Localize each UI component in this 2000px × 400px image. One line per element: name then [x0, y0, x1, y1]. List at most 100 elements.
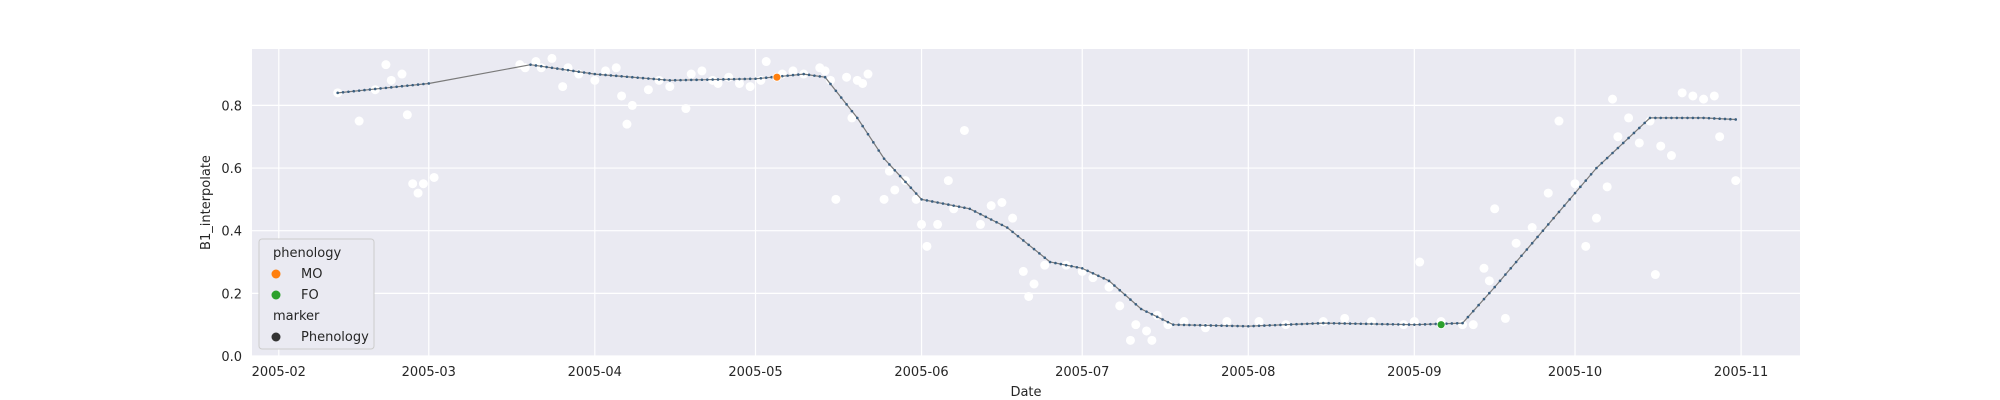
- smoothed-curve-dot: [631, 75, 634, 79]
- smoothed-curve-dot: [898, 174, 902, 178]
- smoothed-curve-dot: [352, 89, 356, 93]
- raw-observation-point: [986, 201, 996, 211]
- smoothed-curve-dot: [577, 70, 581, 74]
- smoothed-curve-dot: [1080, 266, 1084, 270]
- smoothed-curve-dot: [1300, 322, 1304, 326]
- raw-observation-point: [997, 198, 1007, 207]
- raw-observation-point: [842, 72, 852, 82]
- raw-observation-point: [1490, 204, 1500, 214]
- smoothed-curve-dot: [909, 186, 913, 190]
- smoothed-curve-dot: [1675, 116, 1679, 120]
- smoothed-curve-dot: [1729, 117, 1732, 121]
- x-tick-label: 2005-03: [402, 365, 456, 380]
- smoothed-curve-dot: [1712, 117, 1716, 120]
- raw-observation-point: [1570, 179, 1580, 189]
- smoothed-curve-dot: [625, 75, 629, 79]
- raw-observation-point: [847, 113, 857, 123]
- smoothed-curve-dot: [389, 86, 393, 89]
- raw-observation-point: [943, 176, 953, 186]
- smoothed-curve-dot: [1584, 179, 1588, 182]
- smoothed-curve-dot: [1338, 322, 1341, 325]
- y-axis-ticks: 0.0 0.2 0.4 0.6 0.8: [221, 99, 242, 365]
- smoothed-curve-dot: [1541, 229, 1545, 232]
- smoothed-curve-dot: [1648, 116, 1652, 120]
- smoothed-curve-dot: [834, 89, 838, 93]
- smoothed-curve-dot: [1423, 323, 1427, 326]
- smoothed-curve-dot: [636, 76, 639, 79]
- smoothed-curve-dot: [1595, 166, 1598, 170]
- smoothed-curve-dot: [1118, 288, 1122, 292]
- raw-observation-point: [686, 69, 696, 79]
- smoothed-curve-dot: [1482, 297, 1486, 301]
- smoothed-curve-dot: [1241, 324, 1245, 328]
- smoothed-curve-dot: [1616, 146, 1620, 150]
- smoothed-curve-dot: [1011, 230, 1014, 234]
- smoothed-curve-dot: [1525, 248, 1529, 251]
- smoothed-curve-dot: [1161, 318, 1164, 321]
- smoothed-curve-dot: [561, 68, 564, 71]
- raw-observation-point: [884, 166, 894, 176]
- smoothed-curve-dot: [818, 75, 822, 78]
- smoothed-curve-dot: [1284, 323, 1288, 326]
- smoothed-curve-dot: [529, 63, 532, 66]
- y-tick-label: 0.0: [221, 350, 242, 365]
- smoothed-curve-dot: [1246, 324, 1250, 328]
- smoothed-curve-dot: [1696, 116, 1700, 120]
- raw-observation-point: [1018, 266, 1028, 276]
- raw-observation-point: [879, 194, 889, 204]
- smoothed-curve-dot: [647, 77, 650, 80]
- raw-observations: [333, 53, 1741, 345]
- smoothed-curve-dot: [1188, 323, 1191, 327]
- smoothed-curve-dot: [1413, 323, 1416, 326]
- y-tick-label: 0.2: [221, 287, 242, 302]
- legend-marker-fo: [271, 290, 281, 300]
- raw-observation-point: [933, 219, 943, 229]
- smoothed-curve-dot: [1220, 324, 1223, 327]
- smoothed-curve-dot: [620, 74, 623, 78]
- smoothed-curve-dot: [347, 90, 350, 94]
- smoothed-curve-dot: [1075, 265, 1079, 269]
- raw-observation-point: [900, 176, 910, 186]
- smoothed-curve-dot: [1059, 262, 1063, 266]
- raw-observation-point: [1715, 132, 1725, 142]
- raw-observation-point: [1254, 317, 1264, 327]
- x-tick-label: 2005-08: [1221, 365, 1275, 380]
- smoothed-curve-dot: [384, 86, 388, 90]
- smoothed-curve-dot: [1643, 121, 1646, 125]
- smoothed-curve-dot: [1664, 116, 1668, 120]
- raw-observation-point: [617, 91, 627, 101]
- smoothed-curve: [336, 63, 1738, 328]
- smoothed-curve-dot: [700, 78, 704, 82]
- smoothed-curve-dot: [855, 116, 859, 120]
- x-axis-label: Date: [1010, 385, 1041, 400]
- raw-observation-point: [917, 219, 927, 229]
- raw-observation-point: [354, 116, 364, 126]
- smoothed-curve-dot: [1027, 243, 1030, 247]
- smoothed-curve-dot: [427, 82, 431, 85]
- smoothed-curve-dot: [968, 207, 972, 211]
- smoothed-curve-dot: [1048, 260, 1052, 264]
- smoothed-curve-dot: [695, 78, 698, 82]
- smoothed-curve-dot: [722, 78, 725, 81]
- smoothed-curve-dot: [566, 68, 570, 72]
- raw-observation-point: [413, 188, 423, 198]
- smoothed-curve-dot: [1707, 116, 1711, 120]
- smoothed-curve-dot: [400, 84, 404, 88]
- smoothed-curve-dot: [1279, 323, 1282, 327]
- raw-observation-point: [1500, 313, 1510, 323]
- raw-observation-point: [1125, 335, 1135, 345]
- smoothed-curve-dot: [1418, 323, 1421, 326]
- raw-observation-point: [386, 75, 396, 85]
- raw-observation-point: [863, 69, 873, 79]
- smoothed-curve-dot: [609, 74, 613, 77]
- raw-observation-point: [408, 179, 418, 189]
- raw-observation-point: [531, 57, 541, 67]
- smoothed-curve-dot: [416, 83, 420, 86]
- raw-observation-point: [1602, 182, 1612, 192]
- legend-label-fo: FO: [301, 288, 319, 303]
- smoothed-curve-dot: [920, 198, 923, 201]
- smoothed-curve-dot: [936, 201, 939, 204]
- smoothed-curve-dot: [1568, 198, 1571, 201]
- raw-observation-point: [1222, 317, 1232, 327]
- smoothed-curve-dot: [989, 218, 993, 221]
